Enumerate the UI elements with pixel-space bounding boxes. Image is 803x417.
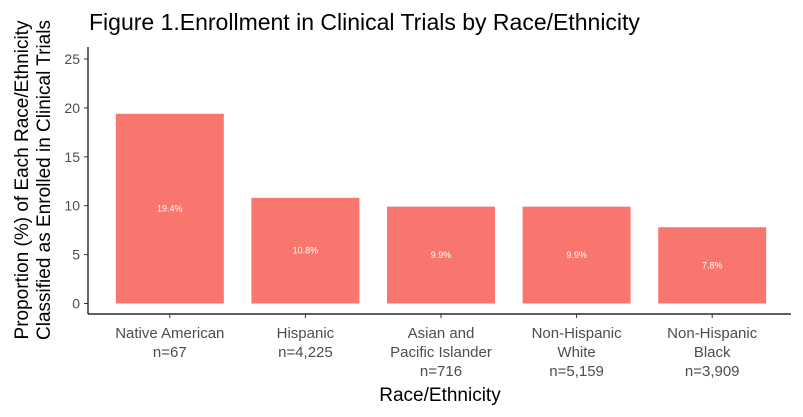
y-tick-label: 15 (64, 149, 80, 165)
x-category-label: n=3,909 (685, 363, 740, 380)
x-category-label: Asian and (408, 325, 475, 342)
x-category-label: n=4,225 (278, 344, 333, 361)
bar (251, 197, 360, 304)
bar (115, 113, 224, 304)
x-category-label: n=716 (420, 363, 462, 380)
x-category-label: Non-Hispanic (532, 325, 623, 342)
bar-value-label: 7.8% (702, 260, 723, 270)
bar-value-label: 9.9% (431, 250, 452, 260)
bar-value-label: 10.8% (293, 246, 319, 256)
y-tick-label: 10 (64, 198, 80, 214)
bar-value-label: 9.9% (566, 250, 587, 260)
bar-value-labels: 19.4% 10.8% 9.9% 9.9% 7.8% (157, 204, 722, 271)
x-category-label: Non-Hispanic (667, 325, 758, 342)
y-axis-title: Proportion (%) of Each Race/Ethnicity Cla… (12, 20, 55, 340)
x-category-label: Pacific Islander (390, 344, 492, 361)
bar (658, 227, 767, 304)
y-axis-title-line: Classified as Enrolled in Clinical Trial… (34, 20, 55, 340)
x-category-label: n=67 (153, 344, 187, 361)
bar (387, 206, 495, 304)
x-category-label: n=5,159 (549, 363, 604, 380)
y-axis: 0 5 10 15 20 25 (64, 47, 89, 314)
x-axis (88, 313, 791, 318)
bar-value-label: 19.4% (157, 204, 183, 214)
x-axis-title: Race/Ethnicity (379, 385, 501, 406)
x-category-label: Black (694, 344, 731, 361)
chart-title: Figure 1.Enrollment in Clinical Trials b… (89, 9, 640, 35)
y-tick-label: 20 (64, 100, 80, 116)
x-category-label: White (557, 344, 595, 361)
y-tick-label: 0 (72, 296, 80, 312)
x-category-label: Native American (115, 325, 224, 342)
bar (522, 206, 631, 304)
x-category-label: Hispanic (277, 325, 335, 342)
y-axis-title-line: Proportion (%) of Each Race/Ethnicity (12, 20, 33, 339)
x-category-labels: Native American n=67 Hispanic n=4,225 Asian … (115, 325, 758, 380)
y-tick-label: 25 (64, 51, 80, 67)
bars (115, 113, 767, 304)
y-tick-label: 5 (72, 247, 80, 263)
